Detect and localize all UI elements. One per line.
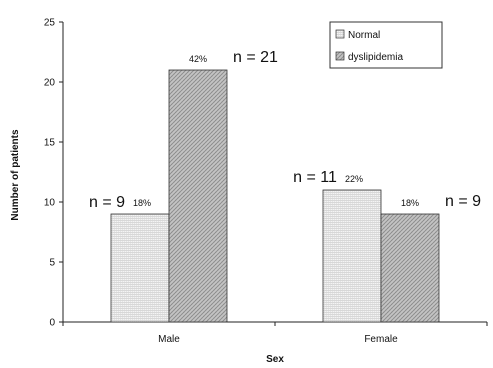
n-label: n = 21 <box>233 49 278 66</box>
percent-label: 22% <box>345 174 363 184</box>
bar-normal-male <box>110 213 170 323</box>
bar-dyslipidemia-female <box>380 213 440 323</box>
legend-label-normal: Normal <box>348 30 380 41</box>
y-tick-label: 5 <box>49 258 55 269</box>
y-axis: 0 5 10 15 20 25 <box>44 18 64 329</box>
y-tick-label: 20 <box>44 78 56 89</box>
legend-box <box>329 21 443 69</box>
n-label: n = 9 <box>89 194 125 211</box>
x-axis: Male Female <box>62 321 488 345</box>
percent-label: 18% <box>133 198 151 208</box>
y-tick-label: 15 <box>44 138 56 149</box>
legend-swatch-normal <box>335 29 345 39</box>
x-axis-title: Sex <box>266 354 284 365</box>
bar-labels: 18% n = 9 42% n = 21 22% n = 11 18% n = 9 <box>89 49 481 211</box>
x-category-label: Female <box>364 334 398 345</box>
bar-dyslipidemia-male <box>168 69 228 323</box>
n-label: n = 11 <box>293 169 337 186</box>
legend: Normal dyslipidemia <box>329 21 443 69</box>
legend-label-dyslipidemia: dyslipidemia <box>348 52 403 63</box>
y-axis-title: Number of patients <box>10 129 21 221</box>
y-tick-label: 10 <box>44 198 56 209</box>
percent-label: 42% <box>189 54 207 64</box>
y-tick-label: 0 <box>49 318 55 329</box>
n-label: n = 9 <box>445 193 481 210</box>
legend-swatch-dyslipidemia <box>335 51 345 61</box>
bar-normal-female <box>322 189 382 323</box>
bars <box>110 69 440 323</box>
y-tick-label: 25 <box>44 18 56 29</box>
x-category-label: Male <box>158 334 180 345</box>
percent-label: 18% <box>401 198 419 208</box>
